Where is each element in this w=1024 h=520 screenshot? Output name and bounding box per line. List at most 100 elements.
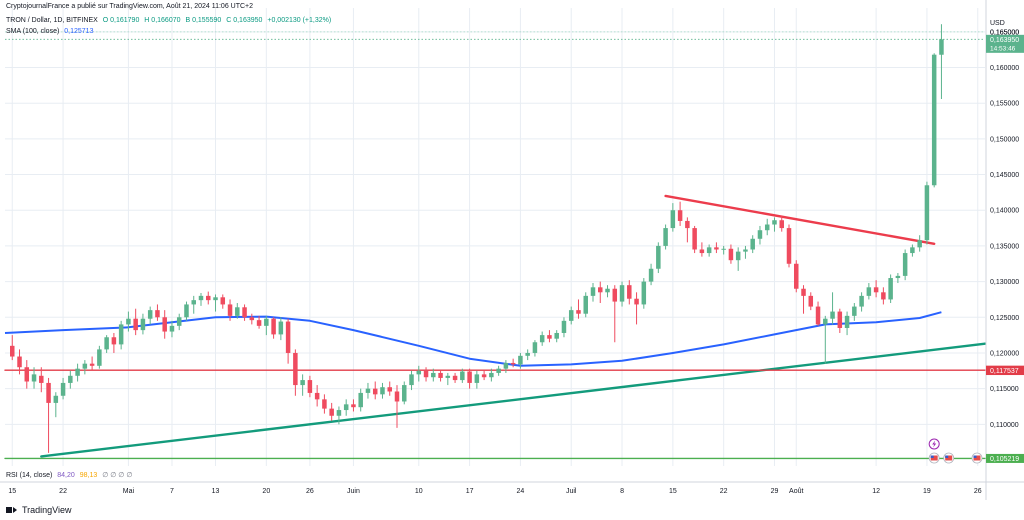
candle-body	[322, 399, 327, 409]
y-tick-label: 0,160000	[990, 65, 1019, 72]
candle	[706, 244, 712, 257]
x-tick-label: 26	[974, 488, 982, 495]
candle-body	[699, 249, 705, 254]
candle-body	[220, 297, 226, 305]
candle	[532, 340, 538, 357]
candle-body	[619, 285, 625, 302]
price-axis[interactable]: 0,165000 0,160000 0,155000 0,150000 0,145000…	[985, 0, 1024, 500]
candle	[503, 360, 509, 373]
ohlc-open: O 0,161790	[102, 17, 140, 24]
x-tick-label: 22	[720, 488, 728, 495]
candle	[293, 349, 298, 396]
candle	[380, 382, 385, 399]
candle-body	[423, 370, 429, 378]
candle	[808, 292, 814, 311]
price-label-box	[986, 453, 1024, 463]
sma-legend[interactable]: SMA (100, close) 0,125713	[6, 28, 96, 35]
rsi-legend[interactable]: RSI (14, close) 84,20 98,13 ∅ ∅ ∅ ∅	[6, 471, 135, 479]
candlestick-series	[10, 24, 944, 453]
descending-resistance-trendline	[664, 194, 936, 245]
candle-body	[576, 310, 581, 314]
candle	[590, 283, 596, 302]
candle-body	[68, 375, 73, 383]
time-axis[interactable]: 15 22 Mai 7 13 20 26 Juin 10 17 24 Juil 8 15 22 29 Août 1…	[0, 481, 1024, 495]
candle	[39, 367, 44, 393]
candle-body	[416, 370, 422, 375]
candle-body	[656, 245, 661, 269]
candle	[416, 365, 422, 382]
candle	[82, 360, 88, 375]
x-tick-label: Juin	[347, 488, 360, 495]
candle-body	[198, 295, 204, 301]
symbol-legend[interactable]: TRON / Dollar, 1D, BITFINEX O 0,161790 H…	[6, 17, 334, 24]
candle	[176, 313, 182, 331]
y-tick-label: 0,150000	[990, 136, 1019, 143]
candle	[111, 332, 117, 353]
candle-body	[343, 404, 349, 411]
ohlc-high: H 0,166070	[144, 17, 181, 24]
candle-body	[402, 385, 407, 402]
candle	[801, 285, 806, 314]
candle	[264, 315, 269, 336]
candle-body	[111, 337, 117, 345]
candle-body	[358, 392, 363, 408]
rsi-empty-values: ∅ ∅ ∅ ∅	[102, 472, 133, 479]
candle-body	[648, 268, 654, 282]
candle-body	[431, 372, 436, 378]
currency-label: USD	[990, 20, 1005, 27]
y-tick-label: 0,120000	[990, 350, 1019, 357]
candle-body	[670, 210, 676, 229]
candle-body	[184, 304, 189, 318]
candle	[895, 273, 901, 284]
candle-body	[721, 248, 726, 250]
candle-body	[895, 275, 901, 279]
candle-body	[474, 374, 480, 383]
candle-body	[133, 318, 138, 331]
candle	[496, 365, 501, 376]
candle-body	[264, 318, 269, 326]
candle	[939, 24, 944, 99]
candle	[336, 406, 342, 425]
candle-body	[351, 404, 356, 408]
x-tick-label: Mai	[123, 488, 135, 495]
tradingview-logo[interactable]: TradingView	[6, 505, 72, 515]
x-tick-label: 7	[170, 488, 174, 495]
candle	[307, 375, 313, 398]
candle-body	[786, 228, 792, 264]
candle	[162, 310, 167, 339]
sma-line-layer	[4, 311, 942, 367]
candle	[881, 287, 886, 305]
candle	[169, 320, 175, 338]
candle	[460, 368, 465, 383]
candle	[452, 372, 458, 383]
candle	[518, 352, 523, 369]
candle	[728, 244, 734, 264]
candle-body	[779, 220, 784, 229]
candle-body	[162, 317, 167, 332]
candle-body	[460, 371, 465, 381]
candle-body	[235, 307, 240, 316]
candle-body	[365, 388, 371, 393]
candle	[873, 280, 879, 298]
candle	[147, 306, 153, 325]
candle-body	[227, 304, 233, 316]
candle	[852, 303, 857, 321]
tradingview-brand: TradingView	[22, 505, 72, 515]
candle	[757, 225, 763, 245]
candle	[220, 294, 226, 309]
price-label-countdown: 14:53:46	[990, 45, 1016, 52]
candle	[387, 381, 392, 396]
x-tick-label: 12	[872, 488, 880, 495]
candle-body	[714, 247, 719, 250]
candle-body	[764, 224, 770, 231]
candle-body	[126, 318, 131, 325]
sma-value: 0,125713	[64, 28, 94, 35]
candle-body	[547, 335, 552, 339]
candle	[68, 370, 73, 389]
candle-body	[118, 324, 124, 345]
candle	[823, 315, 828, 364]
candle-body	[213, 297, 218, 301]
price-label-text: 0,165000	[990, 29, 1019, 36]
candle-body	[60, 382, 66, 396]
